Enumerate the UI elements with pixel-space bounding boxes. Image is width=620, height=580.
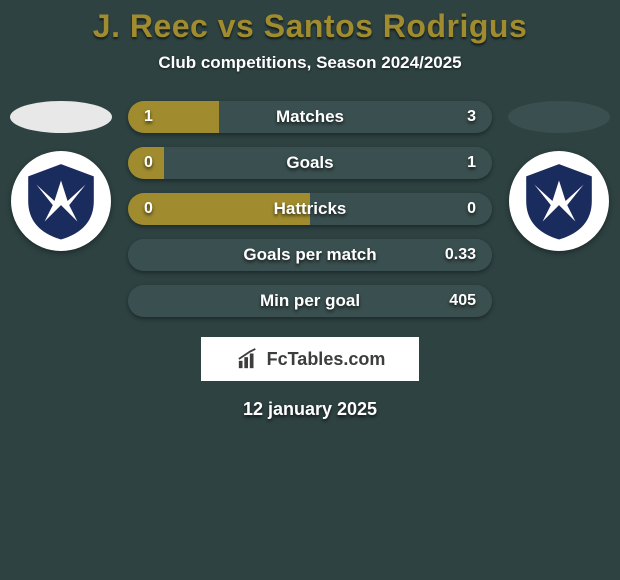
player-ellipse-right bbox=[508, 101, 610, 133]
watermark-text: FcTables.com bbox=[267, 349, 386, 370]
stat-label: Min per goal bbox=[128, 291, 492, 311]
stat-label: Goals bbox=[128, 153, 492, 173]
side-right bbox=[504, 101, 614, 251]
chart-icon bbox=[235, 348, 261, 370]
stat-row: 13Matches bbox=[128, 101, 492, 133]
stat-row: 405Min per goal bbox=[128, 285, 492, 317]
club-crest-left bbox=[11, 151, 111, 251]
stat-label: Matches bbox=[128, 107, 492, 127]
club-crest-right bbox=[509, 151, 609, 251]
stat-label: Hattricks bbox=[128, 199, 492, 219]
comparison-card: J. Reec vs Santos Rodrigus Club competit… bbox=[0, 0, 620, 420]
stat-row: 00Hattricks bbox=[128, 193, 492, 225]
player-ellipse-left bbox=[10, 101, 112, 133]
date-label: 12 january 2025 bbox=[0, 399, 620, 420]
page-subtitle: Club competitions, Season 2024/2025 bbox=[0, 53, 620, 73]
stat-row: 01Goals bbox=[128, 147, 492, 179]
main-row: 13Matches 01Goals 00Hattricks 0.33Goals per… bbox=[0, 101, 620, 317]
page-title: J. Reec vs Santos Rodrigus bbox=[0, 8, 620, 45]
crest-icon bbox=[518, 160, 600, 242]
stat-bars: 13Matches 01Goals 00Hattricks 0.33Goals per… bbox=[116, 101, 504, 317]
stat-label: Goals per match bbox=[128, 245, 492, 265]
crest-icon bbox=[20, 160, 102, 242]
stat-row: 0.33Goals per match bbox=[128, 239, 492, 271]
side-left bbox=[6, 101, 116, 251]
watermark: FcTables.com bbox=[201, 337, 419, 381]
